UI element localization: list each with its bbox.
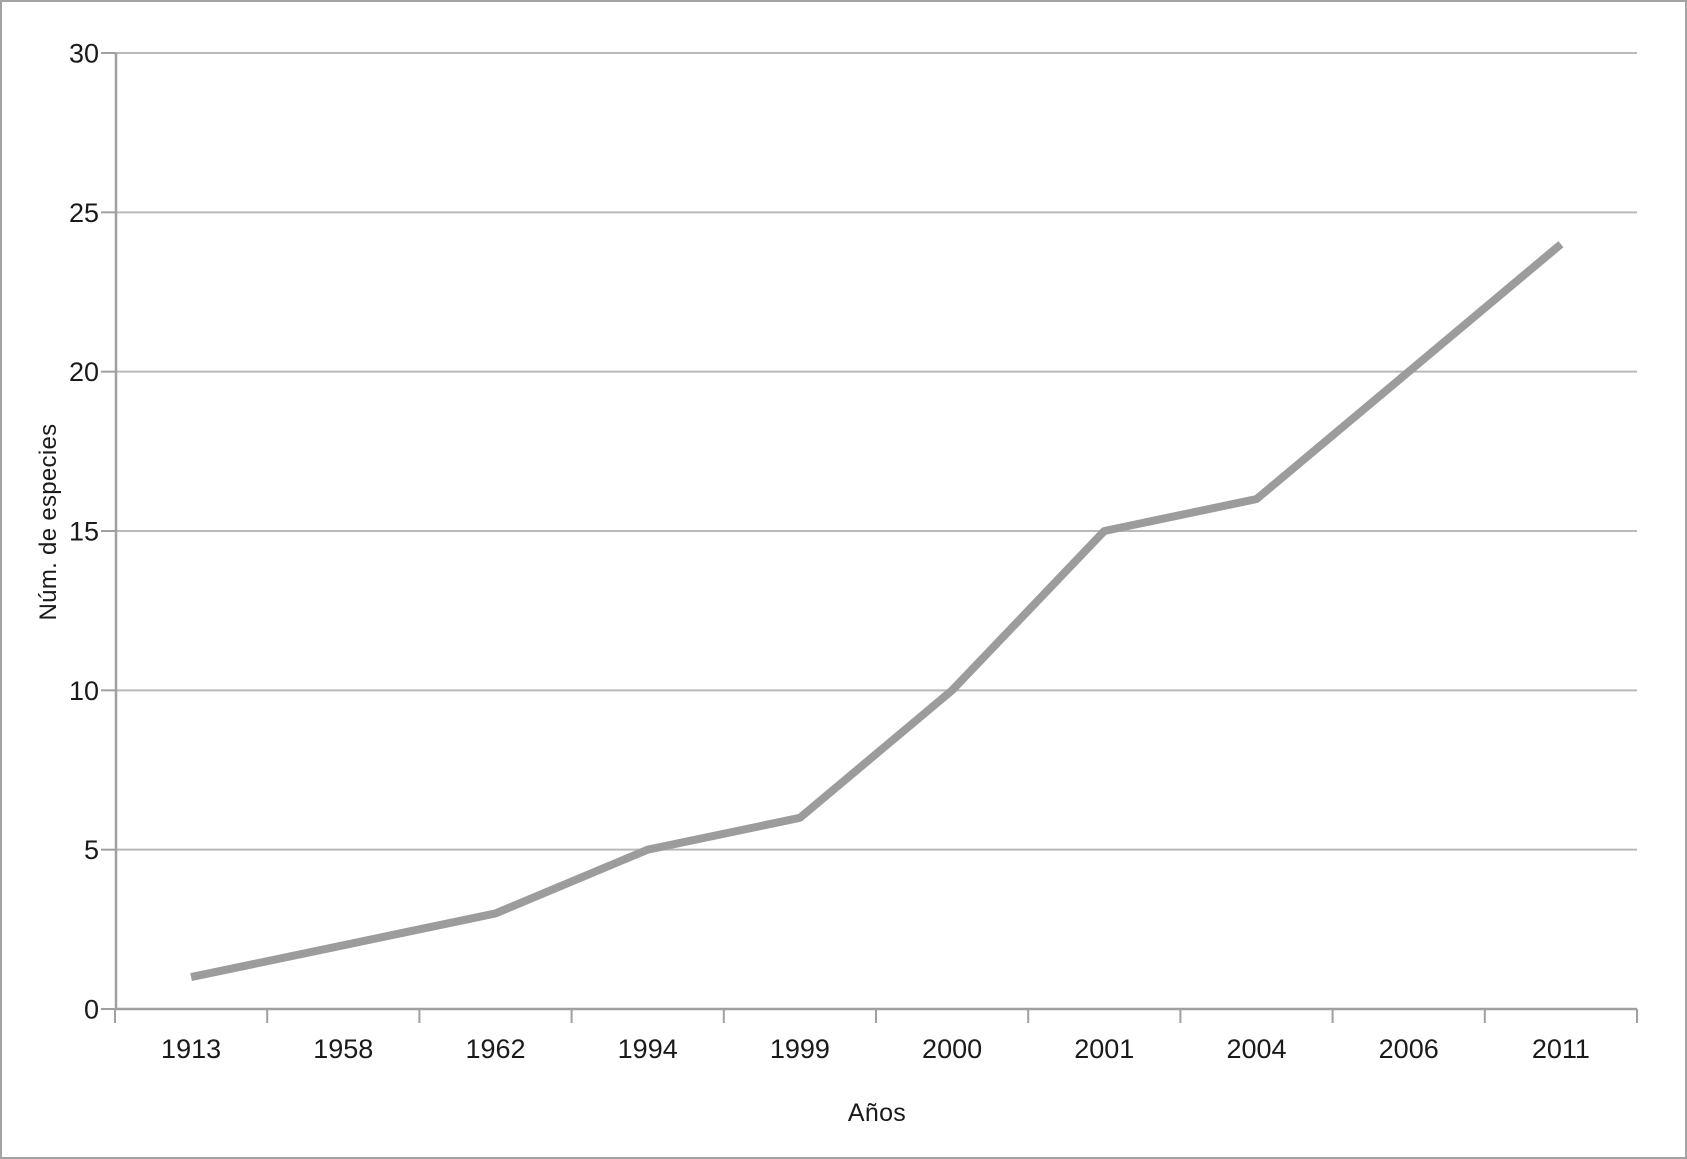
y-tick-label: 15 [69,517,99,547]
series-line [190,241,1564,982]
x-tick-label: 1958 [313,1034,373,1064]
y-tick-label: 30 [69,39,99,69]
y-tick-label: 5 [84,835,99,865]
x-tick-label: 2004 [1226,1034,1286,1064]
y-tick-label: 20 [69,357,99,387]
y-tick-label: 10 [69,676,99,706]
x-tick-label: 1994 [618,1034,678,1064]
x-tick-label: 1962 [465,1034,525,1064]
x-tick-label: 2006 [1379,1034,1439,1064]
ticks-group [101,52,1638,1023]
tick-labels-group: 0 5 10 15 20 25 30 1913 1958 1962 1994 1999 2000 2001… [69,39,1590,1065]
y-tick-label: 0 [84,995,99,1025]
x-tick-label: 1999 [770,1034,830,1064]
x-tick-label: 2000 [922,1034,982,1064]
x-tick-label: 1913 [161,1034,221,1064]
x-tick-label: 2001 [1074,1034,1134,1064]
x-tick-label: 2011 [1532,1034,1590,1064]
gridlines-group [115,52,1637,851]
x-axis-title: Años [847,1099,907,1127]
y-tick-label: 25 [69,198,99,228]
series-group [190,241,1564,982]
y-axis-title: Núm. de especies [35,423,62,621]
